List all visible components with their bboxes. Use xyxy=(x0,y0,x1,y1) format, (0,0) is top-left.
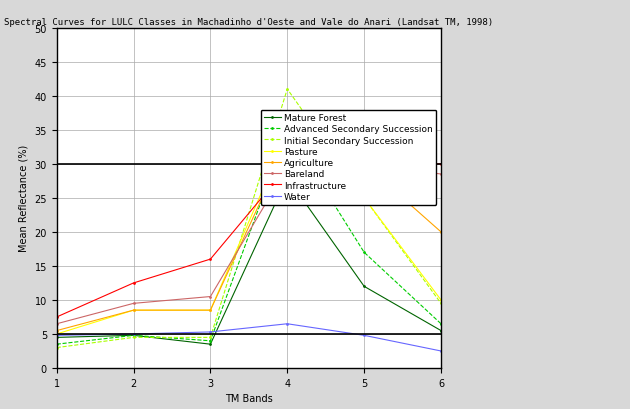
X-axis label: TM Bands: TM Bands xyxy=(225,393,273,403)
Bareland xyxy=(360,162,368,167)
Line: Pasture: Pasture xyxy=(55,133,442,335)
Initial Secondary Succession xyxy=(437,301,445,306)
Line: Water: Water xyxy=(55,323,442,353)
Mature Forest xyxy=(207,342,214,347)
Legend: Mature Forest, Advanced Secondary Succession, Initial Secondary Succession, Past: Mature Forest, Advanced Secondary Succes… xyxy=(261,110,437,205)
Infrastructure xyxy=(437,162,445,167)
Initial Secondary Succession xyxy=(360,196,368,201)
Pasture xyxy=(53,332,60,337)
Bareland xyxy=(284,165,291,170)
Agriculture xyxy=(284,142,291,146)
Advanced Secondary Succession xyxy=(130,333,137,338)
Infrastructure xyxy=(360,162,368,167)
Advanced Secondary Succession xyxy=(437,321,445,326)
Bareland xyxy=(130,301,137,306)
Bareland xyxy=(437,172,445,177)
Advanced Secondary Succession xyxy=(360,250,368,255)
Agriculture xyxy=(437,230,445,235)
Pasture xyxy=(360,196,368,201)
Agriculture xyxy=(53,328,60,333)
Bareland xyxy=(53,321,60,326)
Line: Bareland: Bareland xyxy=(55,163,442,325)
Line: Mature Forest: Mature Forest xyxy=(55,177,442,346)
Water xyxy=(437,348,445,353)
Agriculture xyxy=(130,308,137,313)
Infrastructure xyxy=(284,165,291,170)
Line: Agriculture: Agriculture xyxy=(55,143,442,332)
Water xyxy=(284,321,291,326)
Initial Secondary Succession xyxy=(53,345,60,350)
Agriculture xyxy=(360,162,368,167)
Advanced Secondary Succession xyxy=(53,342,60,347)
Initial Secondary Succession xyxy=(130,335,137,340)
Bareland xyxy=(207,294,214,299)
Y-axis label: Mean Reflectance (%): Mean Reflectance (%) xyxy=(19,145,29,252)
Infrastructure xyxy=(130,281,137,285)
Pasture xyxy=(130,308,137,313)
Mature Forest xyxy=(284,175,291,180)
Advanced Secondary Succession xyxy=(284,128,291,133)
Water xyxy=(207,330,214,335)
Pasture xyxy=(207,308,214,313)
Water xyxy=(130,332,137,337)
Agriculture xyxy=(207,308,214,313)
Line: Advanced Secondary Succession: Advanced Secondary Succession xyxy=(55,129,442,346)
Title: Spectral Curves for LULC Classes in Machadinho d'Oeste and Vale do Anari (Landsa: Spectral Curves for LULC Classes in Mach… xyxy=(4,18,493,27)
Mature Forest xyxy=(437,328,445,333)
Line: Infrastructure: Infrastructure xyxy=(55,163,442,319)
Infrastructure xyxy=(207,257,214,262)
Initial Secondary Succession xyxy=(207,335,214,340)
Water xyxy=(360,333,368,338)
Mature Forest xyxy=(53,335,60,340)
Pasture xyxy=(284,131,291,136)
Water xyxy=(53,333,60,338)
Mature Forest xyxy=(360,284,368,289)
Initial Secondary Succession xyxy=(284,87,291,92)
Advanced Secondary Succession xyxy=(207,339,214,344)
Infrastructure xyxy=(53,315,60,320)
Line: Initial Secondary Succession: Initial Secondary Succession xyxy=(55,88,442,349)
Mature Forest xyxy=(130,333,137,338)
Pasture xyxy=(437,298,445,303)
